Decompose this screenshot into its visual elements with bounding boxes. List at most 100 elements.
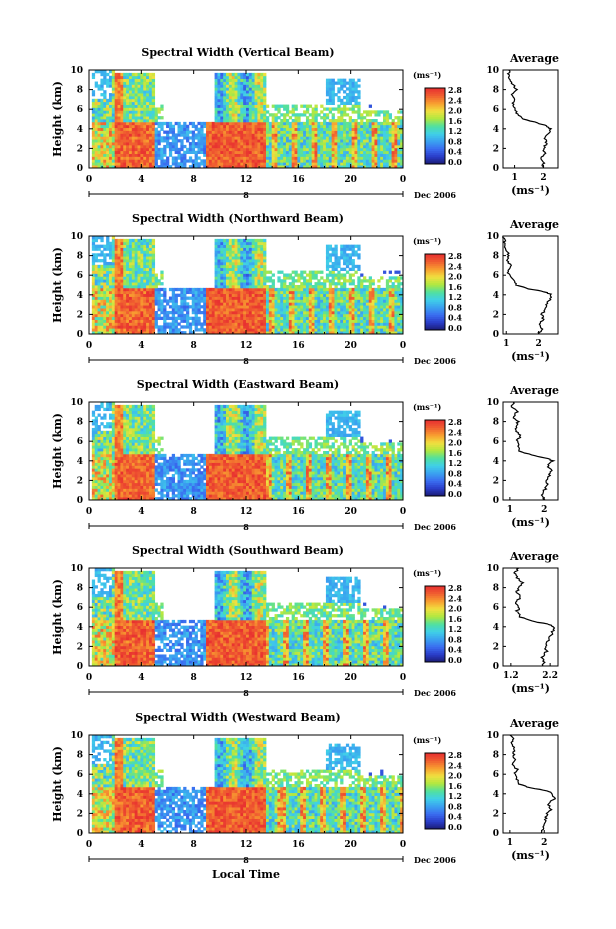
heatmap-cell [197,142,200,145]
heatmap-cell [303,317,306,320]
heatmap-cell [120,73,123,76]
heatmap-cell [98,291,101,294]
heatmap-cell [180,297,183,300]
heatmap-cell [146,311,149,314]
heatmap-cell [320,288,323,291]
heatmap-cell [215,133,218,136]
heatmap-cell [106,151,109,154]
heatmap-cell [337,276,340,279]
heatmap-cell [103,82,106,85]
heatmap-cell [269,285,272,288]
heatmap-cell [340,131,343,134]
heatmap-cell [132,142,135,145]
heatmap-cell [135,79,138,82]
heatmap-cell [186,311,189,314]
heatmap-cell [346,288,349,291]
heatmap-cell [292,154,295,157]
heatmap-cell [226,276,229,279]
heatmap-cell [269,139,272,142]
heatmap-cell [120,76,123,79]
heatmap-cell [240,314,243,317]
heatmap-cell [357,142,360,145]
heatmap-cell [277,271,280,274]
heatmap-cell [249,122,252,125]
heatmap-cell [217,259,220,262]
heatmap-cell [175,145,178,148]
heatmap-cell [389,122,392,125]
heatmap-cell [135,294,138,297]
heatmap-cell [263,322,266,325]
heatmap-cell [115,76,118,79]
heatmap-cell [169,311,172,314]
colorbar-tick-label: 2.4 [448,95,462,105]
heatmap-cell [243,294,246,297]
heatmap-cell [237,320,240,323]
heatmap-cell [172,328,175,331]
heatmap-cell [140,253,143,256]
heatmap-cell [246,131,249,134]
heatmap-cell [106,113,109,116]
heatmap-cell [158,107,161,110]
heatmap-cell [237,148,240,151]
heatmap-cell [354,128,357,131]
heatmap-cell [377,136,380,139]
heatmap-cell [149,250,152,253]
heatmap-cell [252,282,255,285]
heatmap-cell [300,282,303,285]
heatmap-cell [126,145,129,148]
heatmap-cell [295,305,298,308]
heatmap-cell [312,107,315,110]
heatmap-cell [237,79,240,82]
heatmap-cell [334,159,337,162]
heatmap-cell [226,110,229,113]
heatmap-cell [152,154,155,157]
heatmap-cell [152,308,155,311]
heatmap-cell [103,145,106,148]
heatmap-cell [138,99,141,102]
heatmap-cell [252,96,255,99]
heatmap-cell [243,268,246,271]
heatmap-cell [226,242,229,245]
heatmap-cell [95,328,98,331]
heatmap-cell [115,156,118,159]
heatmap-cell [217,73,220,76]
heatmap-cell [229,87,232,90]
heatmap-cell [98,308,101,311]
heatmap-cell [306,320,309,323]
heatmap-cell [249,273,252,276]
heatmap-cell [306,322,309,325]
heatmap-cell [229,154,232,157]
heatmap-cell [243,242,246,245]
heatmap-cell [280,308,283,311]
heatmap-cell [257,79,260,82]
heatmap-cell [257,297,260,300]
heatmap-cell [295,328,298,331]
heatmap-cell [260,325,263,328]
heatmap-cell [352,145,355,148]
heatmap-cell [303,113,306,116]
heatmap-cell [372,110,375,113]
heatmap-cell [315,110,318,113]
heatmap-cell [269,322,272,325]
heatmap-cell [106,265,109,268]
heatmap-cell [98,122,101,125]
heatmap-cell [223,259,226,262]
heatmap-cell [320,162,323,165]
heatmap-cell [240,308,243,311]
heatmap-cell [106,159,109,162]
heatmap-cell [246,105,249,108]
heatmap-cell [212,151,215,154]
heatmap-cell [320,285,323,288]
heatmap-cell [263,145,266,148]
heatmap-cell [220,110,223,113]
heatmap-cell [135,271,138,274]
heatmap-cell [232,107,235,110]
heatmap-cell [132,76,135,79]
heatmap-cell [175,320,178,323]
heatmap-cell [383,145,386,148]
heatmap-cell [152,239,155,242]
heatmap-cell [295,122,298,125]
heatmap-cell [220,87,223,90]
heatmap-cell [360,148,363,151]
heatmap-cell [277,305,280,308]
